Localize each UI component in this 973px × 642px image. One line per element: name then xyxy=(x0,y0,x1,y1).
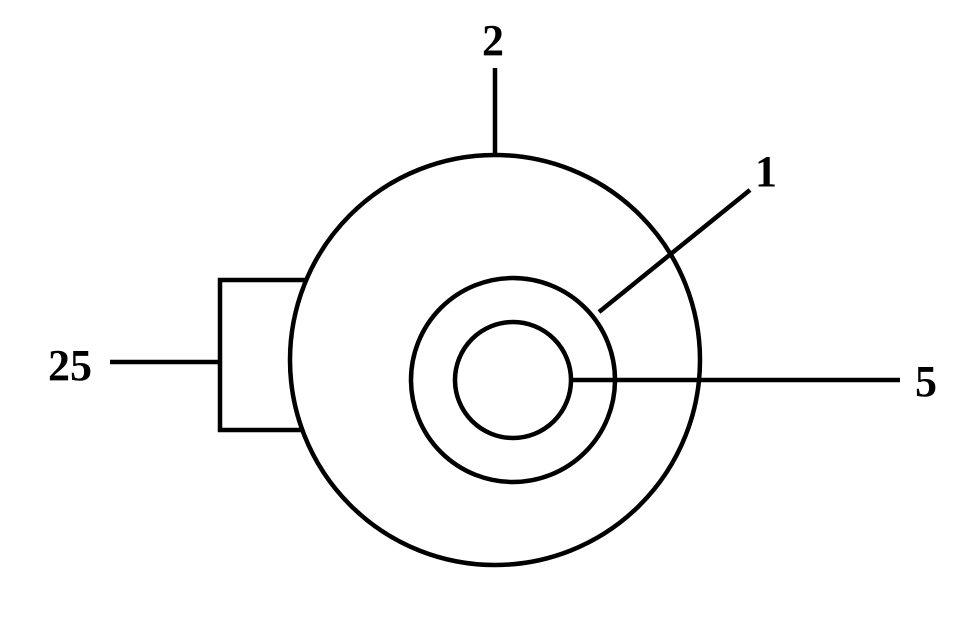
label-top: 2 xyxy=(482,16,504,65)
label-diag: 1 xyxy=(755,147,777,196)
label-left: 25 xyxy=(48,341,92,390)
label-right: 5 xyxy=(915,357,937,406)
outer-circle xyxy=(290,155,700,565)
